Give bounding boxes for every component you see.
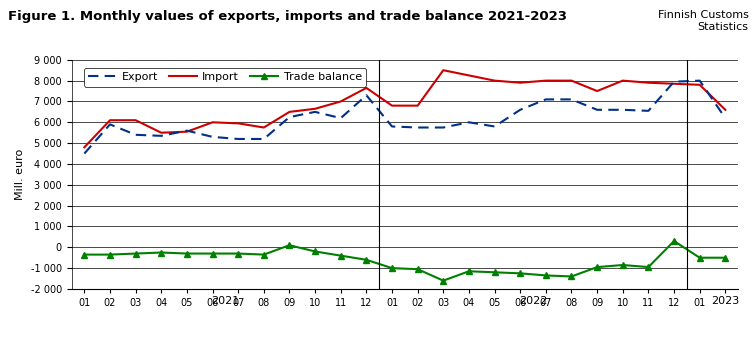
Import xyxy=(336,99,345,103)
Import xyxy=(438,68,448,72)
Import xyxy=(413,104,422,108)
Export xyxy=(593,108,602,112)
Line: Import: Import xyxy=(85,70,725,147)
Export xyxy=(105,122,114,126)
Trade balance xyxy=(618,263,627,267)
Import xyxy=(234,121,243,125)
Import xyxy=(105,118,114,122)
Export xyxy=(644,109,653,113)
Import xyxy=(259,125,268,130)
Trade balance xyxy=(720,256,730,260)
Export xyxy=(285,115,294,119)
Text: Figure 1. Monthly values of exports, imports and trade balance 2021-2023: Figure 1. Monthly values of exports, imp… xyxy=(8,10,566,23)
Export xyxy=(131,133,140,137)
Export xyxy=(438,125,448,130)
Import xyxy=(490,79,499,83)
Trade balance xyxy=(285,243,294,247)
Line: Trade balance: Trade balance xyxy=(82,238,728,284)
Trade balance xyxy=(131,252,140,256)
Export xyxy=(670,80,679,84)
Export xyxy=(362,93,371,97)
Trade balance xyxy=(696,256,705,260)
Trade balance xyxy=(490,270,499,274)
Import xyxy=(644,81,653,85)
Export xyxy=(388,124,397,129)
Trade balance xyxy=(311,250,320,254)
Export xyxy=(464,120,473,124)
Export xyxy=(336,116,345,120)
Trade balance xyxy=(182,252,191,256)
Export xyxy=(208,135,217,139)
Import xyxy=(388,104,397,108)
Import xyxy=(516,81,525,85)
Line: Export: Export xyxy=(85,81,725,154)
Trade balance xyxy=(644,265,653,269)
Import xyxy=(311,107,320,111)
Trade balance xyxy=(156,251,166,255)
Text: Finnish Customs
Statistics: Finnish Customs Statistics xyxy=(658,10,748,32)
Export xyxy=(696,79,705,83)
Text: 2021: 2021 xyxy=(211,296,240,306)
Trade balance xyxy=(336,254,345,258)
Export xyxy=(618,108,627,112)
Trade balance xyxy=(438,278,448,283)
Import xyxy=(131,118,140,122)
Export xyxy=(311,110,320,114)
Trade balance xyxy=(413,267,422,271)
Export xyxy=(516,108,525,112)
Import xyxy=(182,130,191,134)
Import xyxy=(670,82,679,86)
Import xyxy=(362,86,371,90)
Trade balance xyxy=(259,253,268,257)
Export xyxy=(234,137,243,141)
Legend: Export, Import, Trade balance: Export, Import, Trade balance xyxy=(84,68,366,87)
Export xyxy=(413,125,422,130)
Text: 2023: 2023 xyxy=(711,296,739,306)
Trade balance xyxy=(593,265,602,269)
Import xyxy=(593,89,602,93)
Trade balance xyxy=(567,274,576,278)
Trade balance xyxy=(670,239,679,243)
Trade balance xyxy=(516,271,525,275)
Trade balance xyxy=(208,252,217,256)
Trade balance xyxy=(541,273,550,277)
Import xyxy=(541,79,550,83)
Trade balance xyxy=(362,258,371,262)
Export xyxy=(567,97,576,101)
Y-axis label: Mill. euro: Mill. euro xyxy=(15,149,25,200)
Export xyxy=(720,116,730,120)
Export xyxy=(156,134,166,138)
Export xyxy=(490,124,499,129)
Import xyxy=(80,145,89,149)
Export xyxy=(541,97,550,101)
Import xyxy=(618,79,627,83)
Import xyxy=(156,131,166,135)
Trade balance xyxy=(388,266,397,270)
Export xyxy=(259,137,268,141)
Import xyxy=(696,83,705,87)
Import xyxy=(567,79,576,83)
Trade balance xyxy=(80,253,89,257)
Import xyxy=(285,110,294,114)
Trade balance xyxy=(464,269,473,273)
Import xyxy=(720,108,730,112)
Text: 2022: 2022 xyxy=(519,296,547,306)
Export xyxy=(182,129,191,133)
Export xyxy=(80,152,89,156)
Import xyxy=(208,120,217,124)
Trade balance xyxy=(105,253,114,257)
Trade balance xyxy=(234,252,243,256)
Import xyxy=(464,73,473,78)
